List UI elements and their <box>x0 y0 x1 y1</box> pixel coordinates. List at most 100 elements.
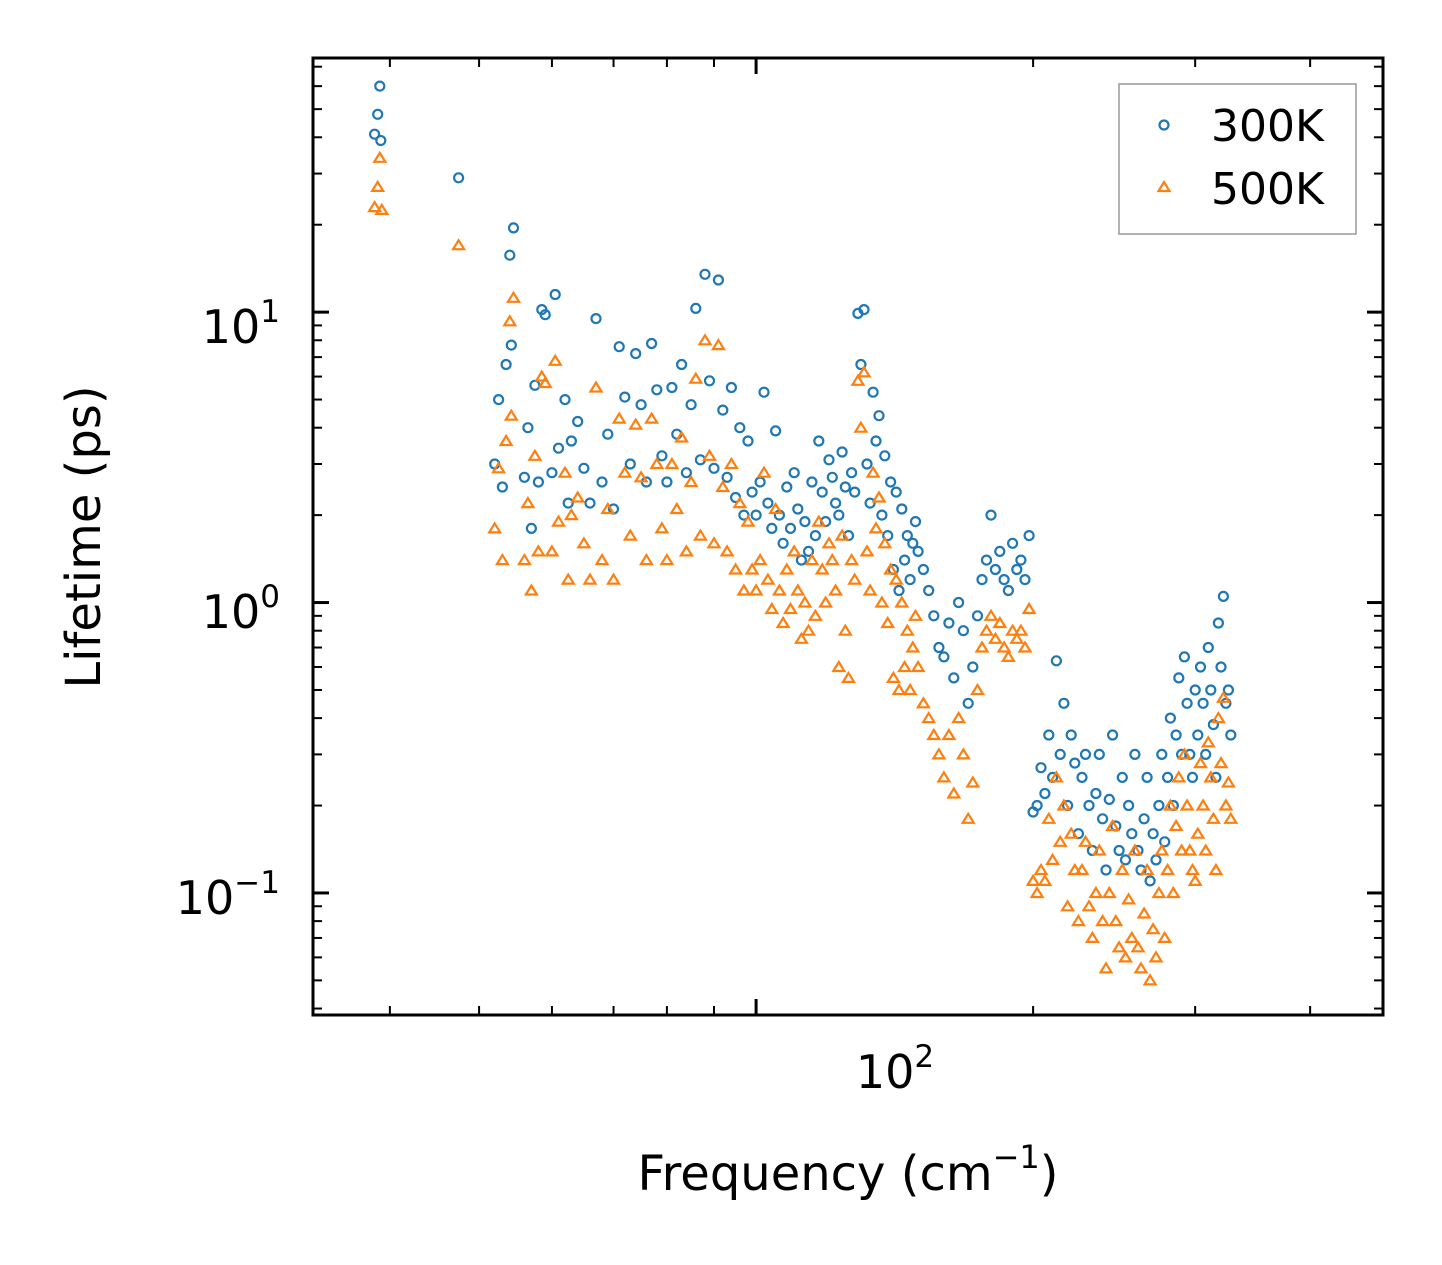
point-300K-8 <box>500 358 512 371</box>
point-300K-135 <box>1023 529 1035 542</box>
point-500K-116 <box>936 770 952 783</box>
point-300K-106 <box>898 554 911 566</box>
point-300K-39 <box>651 384 663 396</box>
legend-label-500K: 500K <box>1211 164 1325 215</box>
point-300K-92 <box>858 304 870 316</box>
point-300K-119 <box>952 596 965 609</box>
point-300K-113 <box>923 584 935 597</box>
point-300K-195 <box>1212 617 1225 629</box>
point-300K-189 <box>1197 697 1209 709</box>
point-500K-146 <box>1063 826 1079 839</box>
point-300K-101 <box>884 476 897 488</box>
point-500K-74 <box>797 595 813 608</box>
point-500K-193 <box>1205 811 1221 824</box>
point-300K-95 <box>867 386 879 398</box>
point-500K-166 <box>1130 940 1146 953</box>
point-500K-110 <box>908 608 923 621</box>
point-300K-185 <box>1186 771 1199 784</box>
point-500K-192 <box>1203 770 1219 783</box>
legend: 300K 500K <box>1118 83 1357 235</box>
point-500K-196 <box>1213 755 1229 769</box>
point-500K-145 <box>1060 899 1076 912</box>
point-500K-38 <box>644 411 660 424</box>
point-500K-49 <box>697 333 713 346</box>
point-300K-139 <box>1039 787 1051 800</box>
point-300K-94 <box>864 497 876 509</box>
point-300K-117 <box>943 617 955 629</box>
point-500K-200 <box>1223 811 1239 824</box>
point-300K-30 <box>602 428 614 440</box>
point-300K-29 <box>596 476 608 488</box>
point-500K-78 <box>811 514 827 527</box>
point-500K-16 <box>530 544 546 557</box>
point-300K-150 <box>1079 748 1092 761</box>
point-500K-66 <box>768 501 784 515</box>
point-500K-133 <box>1013 623 1029 636</box>
point-300K-72 <box>792 503 804 515</box>
point-300K-143 <box>1054 748 1066 761</box>
point-500K-120 <box>955 747 971 760</box>
point-300K-182 <box>1178 651 1191 663</box>
point-300K-165 <box>1129 748 1141 761</box>
point-500K-155 <box>1095 913 1111 927</box>
point-300K-71 <box>788 467 800 479</box>
point-500K-27 <box>582 572 598 585</box>
point-500K-98 <box>874 595 890 608</box>
point-500K-6 <box>491 461 507 474</box>
point-500K-65 <box>764 601 780 615</box>
point-300K-85 <box>836 446 848 458</box>
point-500K-59 <box>740 514 756 527</box>
point-300K-142 <box>1050 655 1063 667</box>
point-500K-111 <box>910 659 926 673</box>
point-300K-118 <box>948 672 960 684</box>
point-300K-18 <box>539 309 551 321</box>
point-300K-50 <box>703 375 716 387</box>
point-500K-128 <box>992 615 1008 629</box>
point-500K-25 <box>570 490 586 503</box>
point-300K-162 <box>1119 854 1132 866</box>
point-500K-106 <box>897 659 913 673</box>
point-300K-26 <box>578 462 590 474</box>
point-500K-100 <box>880 615 896 629</box>
point-500K-167 <box>1133 961 1149 974</box>
point-500K-30 <box>600 501 616 515</box>
point-500K-51 <box>706 536 722 549</box>
point-300K-70 <box>784 522 797 535</box>
point-300K-60 <box>746 486 758 498</box>
point-300K-128 <box>994 545 1006 558</box>
point-500K-19 <box>544 544 560 557</box>
point-300K-114 <box>928 610 940 622</box>
point-500K-68 <box>775 615 791 629</box>
point-500K-191 <box>1200 735 1216 748</box>
point-300K-33 <box>619 391 631 403</box>
point-500K-142 <box>1048 770 1064 783</box>
point-500K-121 <box>960 811 976 824</box>
point-300K-79 <box>816 486 828 498</box>
point-500K-40 <box>654 521 670 534</box>
y-tick-label-10-exp: 1 <box>260 294 280 330</box>
point-300K-137 <box>1031 799 1043 812</box>
point-300K-175 <box>1159 836 1171 848</box>
point-500K-61 <box>748 583 764 596</box>
point-500K-86 <box>837 623 853 636</box>
point-500K-29 <box>594 552 610 566</box>
point-500K-48 <box>692 528 708 541</box>
point-500K-174 <box>1154 843 1170 856</box>
point-300K-121 <box>962 697 974 709</box>
point-500K-8 <box>498 433 514 447</box>
point-500K-108 <box>902 682 918 696</box>
point-300K-23 <box>562 497 574 509</box>
point-300K-105 <box>896 503 908 515</box>
point-500K-92 <box>856 365 872 378</box>
point-500K-57 <box>732 495 748 509</box>
point-500K-12 <box>516 552 532 566</box>
point-300K-171 <box>1147 828 1159 840</box>
point-300K-76 <box>806 476 818 488</box>
point-300K-47 <box>690 302 702 314</box>
point-500K-137 <box>1029 885 1045 899</box>
point-300K-54 <box>721 471 733 483</box>
point-500K-75 <box>801 623 816 636</box>
x-tick-label-100-exp: 2 <box>914 1039 934 1075</box>
point-500K-52 <box>710 337 726 351</box>
svg-text:10−1: 10−1 <box>176 865 280 925</box>
